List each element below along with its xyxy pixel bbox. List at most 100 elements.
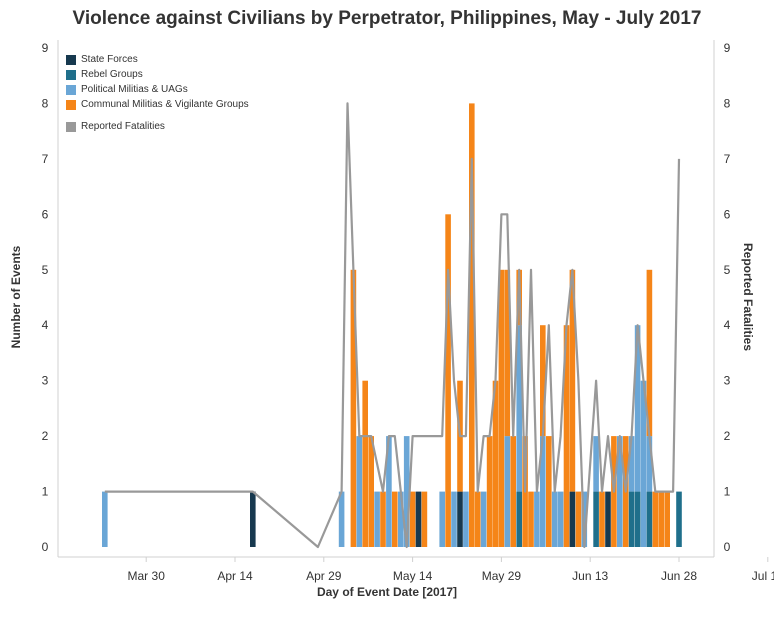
bar-segment-political-militias bbox=[403, 436, 410, 547]
bar-segment-communal-militias bbox=[546, 436, 552, 547]
legend-swatch bbox=[66, 121, 76, 132]
y-tick-label-right: 3 bbox=[724, 374, 731, 388]
fatalities-line bbox=[104, 102, 681, 549]
y-tick-label-right: 2 bbox=[724, 429, 731, 443]
y-tick-label-left: 9 bbox=[42, 41, 49, 55]
bar-segment-communal-militias bbox=[380, 491, 386, 547]
bar-segment-communal-militias bbox=[362, 380, 368, 547]
chart-title: Violence against Civilians by Perpetrato… bbox=[72, 8, 702, 29]
bar-segment-political-militias bbox=[516, 325, 522, 492]
bar-segment-communal-militias bbox=[498, 269, 505, 547]
bar-segment-rebel-groups bbox=[634, 491, 641, 547]
bar-segment-political-militias bbox=[398, 491, 404, 547]
legend-item-reported-fatalities[interactable]: Reported Fatalities bbox=[66, 119, 249, 134]
bar-segment-communal-militias bbox=[510, 436, 516, 547]
bar-segment-state-forces bbox=[569, 491, 576, 547]
bar-segment-communal-militias bbox=[599, 491, 605, 547]
y-tick-label-right: 5 bbox=[724, 263, 731, 277]
legend-item-rebel-groups[interactable]: Rebel Groups bbox=[66, 67, 249, 82]
y-tick-label-right: 4 bbox=[724, 318, 731, 332]
legend-item-state-forces[interactable]: State Forces bbox=[66, 52, 249, 67]
bar-segment-political-militias bbox=[557, 491, 564, 547]
y-tick-label-left: 5 bbox=[42, 263, 49, 277]
bar-segment-communal-militias bbox=[658, 491, 664, 547]
bar-segment-communal-militias bbox=[563, 325, 570, 547]
x-axis-title: Day of Event Date [2017] bbox=[316, 585, 458, 599]
bar-segment-political-militias bbox=[617, 436, 623, 547]
bar-segment-rebel-groups bbox=[628, 491, 635, 547]
bar-segment-state-forces bbox=[457, 491, 463, 547]
legend-item-communal-militias[interactable]: Communal Militias & Vigilante Groups bbox=[66, 97, 249, 112]
bar-segment-communal-militias bbox=[409, 491, 416, 547]
bar-segment-communal-militias bbox=[421, 491, 428, 547]
bar-segment-rebel-groups bbox=[646, 491, 653, 547]
y-tick-label-left: 8 bbox=[42, 96, 49, 110]
y-tick-label-left: 0 bbox=[42, 540, 49, 554]
y-tick-label-right: 9 bbox=[724, 41, 731, 55]
legend-label: Communal Militias & Vigilante Groups bbox=[81, 99, 249, 110]
y-tick-label-left: 7 bbox=[42, 152, 49, 166]
legend-label: Rebel Groups bbox=[81, 69, 143, 80]
x-tick-label: Mar 30 bbox=[128, 569, 166, 583]
x-tick-label: Jun 13 bbox=[572, 569, 608, 583]
y-tick-label-right: 7 bbox=[724, 152, 731, 166]
bar-segment-communal-militias bbox=[445, 214, 451, 548]
bar-segment-communal-militias bbox=[652, 491, 659, 547]
bar-segment-state-forces bbox=[250, 491, 256, 547]
bar-segment-political-militias bbox=[646, 436, 653, 492]
bar-segment-communal-militias bbox=[528, 491, 534, 547]
bar-segment-political-militias bbox=[463, 491, 469, 547]
legend-label: Reported Fatalities bbox=[81, 121, 165, 132]
bar-segment-communal-militias bbox=[368, 436, 374, 547]
legend-swatch bbox=[66, 99, 76, 110]
bar-segment-political-militias bbox=[386, 436, 392, 547]
bar-segment-communal-militias bbox=[474, 491, 481, 547]
legend-item-political-militias[interactable]: Political Militias & UAGs bbox=[66, 82, 249, 97]
bar-segment-political-militias bbox=[640, 380, 647, 547]
x-tick-label: May 14 bbox=[393, 569, 433, 583]
bar-segment-political-militias bbox=[338, 491, 345, 547]
bar-segment-communal-militias bbox=[486, 436, 493, 547]
bar-segment-political-militias bbox=[439, 491, 445, 547]
legend-swatch bbox=[66, 54, 76, 65]
bar-segment-political-militias bbox=[634, 325, 641, 492]
bar-segment-rebel-groups bbox=[676, 491, 682, 547]
bar-segment-political-militias bbox=[534, 491, 540, 547]
bar-segment-state-forces bbox=[605, 491, 611, 547]
bar-segment-communal-militias bbox=[504, 269, 511, 437]
bar-segment-communal-militias bbox=[540, 325, 546, 437]
bar-segment-political-militias bbox=[356, 436, 363, 547]
bar-segment-communal-militias bbox=[469, 103, 475, 548]
bar-segment-communal-militias bbox=[575, 491, 582, 547]
bar-segment-state-forces bbox=[415, 491, 422, 547]
bar-segment-political-militias bbox=[540, 436, 546, 547]
x-tick-label: Jul 13 bbox=[752, 569, 774, 583]
bar-segment-rebel-groups bbox=[593, 491, 599, 547]
bar-segment-communal-militias bbox=[492, 380, 499, 547]
legend-label: Political Militias & UAGs bbox=[81, 84, 188, 95]
bar-segment-political-militias bbox=[102, 491, 108, 547]
y-tick-label-right: 6 bbox=[724, 207, 731, 221]
legend-label: State Forces bbox=[81, 54, 138, 65]
y-tick-label-right: 0 bbox=[724, 540, 731, 554]
bar-segment-communal-militias bbox=[664, 491, 670, 547]
bar-segment-rebel-groups bbox=[516, 491, 522, 547]
bar-segment-political-militias bbox=[628, 436, 635, 492]
y-tick-label-left: 2 bbox=[42, 429, 49, 443]
legend: State Forces Rebel Groups Political Mili… bbox=[66, 52, 249, 134]
y-tick-label-right: 1 bbox=[724, 485, 731, 499]
y-tick-label-left: 3 bbox=[42, 374, 49, 388]
x-tick-label: Apr 14 bbox=[217, 569, 253, 583]
x-tick-label: May 29 bbox=[482, 569, 522, 583]
bar-segment-communal-militias bbox=[392, 491, 398, 547]
bar-segment-political-militias bbox=[593, 436, 599, 492]
bar-segment-communal-militias bbox=[350, 269, 357, 547]
x-tick-label: Apr 29 bbox=[306, 569, 342, 583]
bar-segment-political-militias bbox=[504, 436, 511, 547]
y-tick-label-left: 6 bbox=[42, 207, 49, 221]
bar-segment-communal-militias bbox=[569, 269, 576, 492]
bar-segment-political-militias bbox=[551, 491, 558, 547]
bar-segment-political-militias bbox=[374, 491, 380, 547]
legend-swatch bbox=[66, 84, 76, 95]
